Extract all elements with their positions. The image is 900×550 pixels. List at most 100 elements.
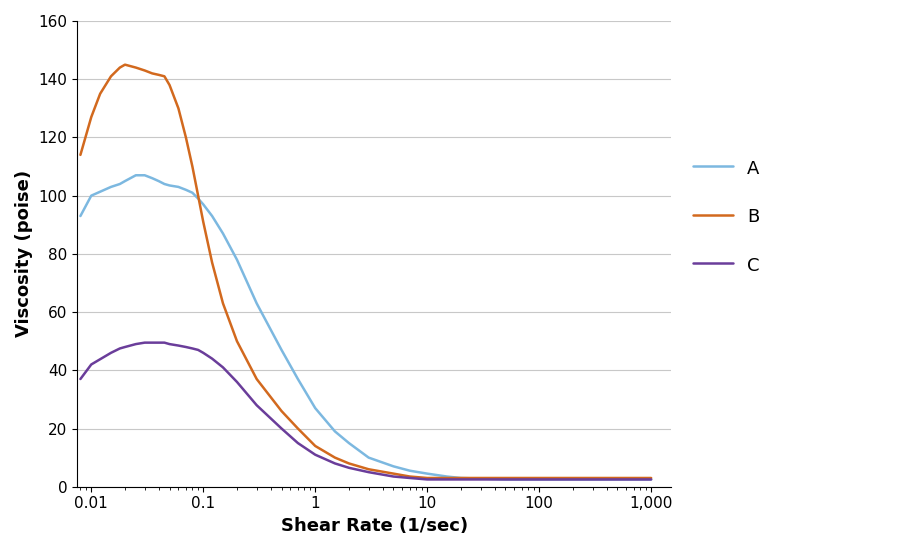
C: [404, 475, 415, 481]
A: [164, 182, 175, 189]
C: [193, 346, 203, 353]
B: [198, 218, 209, 225]
B: [344, 460, 355, 467]
B: [164, 82, 175, 89]
B: [153, 72, 164, 78]
A: [153, 178, 164, 184]
C: [153, 339, 164, 346]
A: [364, 454, 374, 461]
Y-axis label: Viscosity (poise): Viscosity (poise): [15, 170, 33, 337]
A: [344, 440, 355, 447]
A: [198, 201, 209, 208]
B: [181, 134, 192, 141]
A: [181, 186, 192, 193]
B: [86, 114, 96, 120]
B: [292, 425, 303, 432]
A: [568, 476, 579, 483]
B: [147, 70, 158, 76]
A: [404, 468, 415, 474]
A: [159, 181, 170, 188]
A: [218, 230, 229, 237]
A: [130, 172, 141, 179]
A: [251, 300, 262, 307]
C: [173, 342, 184, 349]
B: [364, 466, 374, 472]
B: [329, 454, 340, 461]
B: [159, 73, 170, 80]
A: [173, 184, 184, 190]
A: [86, 192, 96, 199]
B: [534, 475, 544, 481]
A: [114, 181, 125, 188]
C: [344, 465, 355, 471]
C: [534, 476, 544, 483]
C: [75, 376, 86, 382]
C: [442, 476, 453, 483]
C: [500, 476, 511, 483]
B: [568, 475, 579, 481]
B: [173, 105, 184, 112]
B: [207, 259, 218, 266]
A: [329, 428, 340, 435]
B: [140, 67, 150, 74]
B: [646, 475, 657, 481]
C: [198, 350, 209, 356]
B: [422, 475, 433, 481]
B: [105, 73, 116, 80]
C: [181, 344, 192, 350]
C: [207, 355, 218, 362]
A: [147, 175, 158, 182]
C: [310, 452, 320, 458]
C: [292, 440, 303, 447]
B: [120, 62, 130, 68]
C: [517, 476, 527, 483]
C: [364, 469, 374, 475]
C: [114, 345, 125, 352]
A: [187, 189, 198, 196]
A: [612, 476, 623, 483]
Line: B: B: [80, 65, 652, 478]
A: [455, 475, 466, 481]
C: [187, 345, 198, 352]
C: [231, 378, 242, 385]
A: [193, 195, 203, 202]
C: [475, 476, 486, 483]
B: [130, 64, 141, 71]
B: [193, 192, 203, 199]
C: [164, 341, 175, 348]
A: [475, 475, 486, 482]
B: [500, 475, 511, 481]
C: [147, 339, 158, 346]
C: [422, 476, 433, 483]
A: [120, 178, 130, 184]
B: [276, 408, 287, 414]
B: [612, 475, 623, 481]
B: [455, 475, 466, 481]
C: [218, 364, 229, 371]
C: [455, 476, 466, 483]
C: [86, 361, 96, 368]
C: [329, 460, 340, 467]
B: [218, 300, 229, 307]
B: [404, 473, 415, 480]
C: [120, 344, 130, 350]
B: [251, 376, 262, 382]
C: [105, 350, 116, 356]
B: [310, 443, 320, 449]
C: [388, 473, 399, 480]
C: [612, 476, 623, 483]
C: [646, 476, 657, 483]
A: [646, 476, 657, 483]
A: [500, 476, 511, 483]
B: [187, 163, 198, 170]
Line: C: C: [80, 343, 652, 480]
B: [94, 90, 105, 97]
B: [75, 152, 86, 158]
C: [568, 476, 579, 483]
A: [517, 476, 527, 483]
C: [251, 402, 262, 409]
B: [114, 64, 125, 71]
X-axis label: Shear Rate (1/sec): Shear Rate (1/sec): [281, 517, 468, 535]
Line: A: A: [80, 175, 652, 480]
A: [105, 184, 116, 190]
